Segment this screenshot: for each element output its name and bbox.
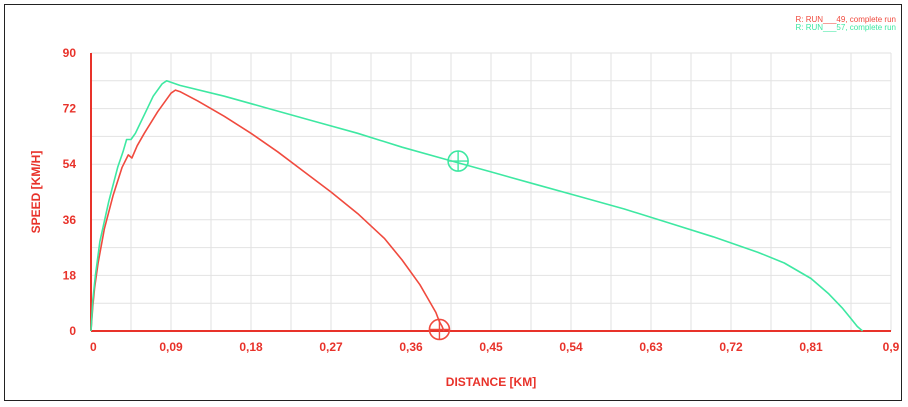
x-tick-label: 0,09 [159, 340, 183, 354]
x-tick-label: 0,54 [559, 340, 583, 354]
x-tick-label: 0,45 [479, 340, 503, 354]
x-tick-label: 0,81 [799, 340, 823, 354]
series-line-run-57 [90, 80, 864, 332]
legend-entry-run-49: R: RUN___49, complete run [796, 15, 897, 24]
axes [90, 53, 891, 332]
x-tick-labels: 0 0,09 0,18 0,27 0,36 0,45 0,54 0,63 0,72 0,81 0,9 [90, 340, 900, 354]
y-tick-label: 36 [63, 213, 77, 227]
x-tick-label: 0 [90, 340, 97, 354]
crosshair-marker-run-57 [447, 150, 469, 172]
x-tick-label: 0,72 [719, 340, 743, 354]
legend: R: RUN___49, complete run R: RUN___57, c… [796, 15, 897, 32]
chart-frame [4, 4, 902, 401]
y-tick-label: 0 [69, 324, 76, 338]
y-tick-label: 72 [63, 102, 77, 116]
x-tick-label: 0,9 [883, 340, 900, 354]
series-line-run-49 [90, 89, 445, 332]
y-tick-labels: 0 18 36 54 72 90 [63, 46, 77, 338]
grid [91, 52, 892, 331]
x-tick-label: 0,63 [639, 340, 663, 354]
x-tick-label: 0,36 [399, 340, 423, 354]
series-lines [90, 80, 864, 332]
crosshair-marker-run-49 [428, 318, 451, 341]
y-axis-title: SPEED [KM/H] [29, 151, 43, 234]
crosshair-markers [428, 150, 469, 341]
legend-entry-run-57: R: RUN___57, complete run [796, 23, 897, 32]
y-tick-label: 90 [63, 46, 77, 60]
x-axis-title: DISTANCE [KM] [446, 375, 536, 389]
y-tick-label: 54 [63, 157, 77, 171]
x-tick-label: 0,18 [239, 340, 263, 354]
x-tick-label: 0,27 [319, 340, 343, 354]
y-tick-label: 18 [63, 268, 77, 282]
